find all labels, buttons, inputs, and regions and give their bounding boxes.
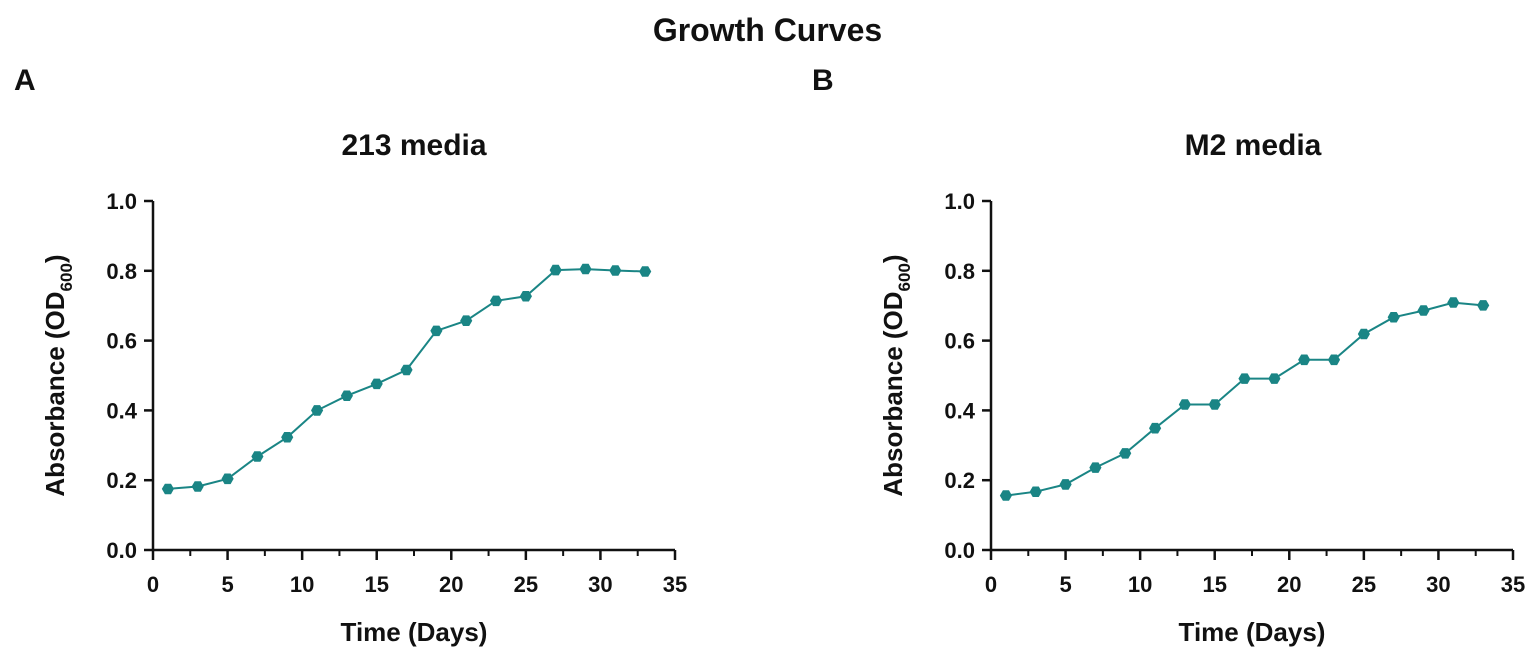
x-tick-label: 30 (1426, 572, 1450, 597)
plot-title: M2 media (1185, 129, 1322, 162)
series-line (1005, 301, 1484, 497)
x-tick-label: 25 (1352, 572, 1376, 597)
data-point (1357, 328, 1370, 340)
x-tick-label: 10 (1128, 572, 1152, 597)
data-point (1119, 448, 1132, 459)
x-tick-label: 35 (663, 572, 687, 597)
data-point (639, 266, 652, 277)
data-point (519, 291, 532, 302)
data-point (1238, 373, 1251, 384)
data-point (430, 325, 443, 337)
data-point (1089, 462, 1102, 473)
x-tick-label: 10 (290, 572, 314, 597)
y-axis-title: Absorbance (OD600) (878, 254, 914, 496)
y-tick-label: 0.4 (944, 398, 975, 423)
data-point (1268, 373, 1281, 384)
data-point (191, 481, 204, 492)
data-point (1387, 312, 1400, 323)
x-tick-label: 15 (364, 572, 388, 597)
y-axis-title-subscript: 600 (895, 263, 914, 291)
y-tick-label: 1.0 (944, 189, 975, 214)
y-tick-label: 0.4 (106, 398, 137, 423)
figure-title: Growth Curves (652, 12, 883, 48)
data-point (161, 483, 174, 495)
y-tick-label: 0.6 (944, 329, 975, 354)
x-tick-label: 0 (985, 572, 997, 597)
data-point (1029, 486, 1042, 497)
data-point (579, 263, 592, 275)
x-tick-label: 20 (1277, 572, 1301, 597)
y-axis-title-close: ) (40, 254, 70, 263)
data-point (609, 265, 622, 276)
data-point (370, 378, 383, 390)
x-tick-label: 0 (147, 572, 159, 597)
y-tick-label: 0.2 (944, 468, 975, 493)
data-point (1327, 354, 1341, 366)
data-point (1298, 354, 1311, 366)
x-tick-label: 15 (1202, 572, 1226, 597)
x-tick-label: 25 (514, 572, 538, 597)
data-point (221, 473, 234, 485)
y-axis-title-main: Absorbance (OD (878, 291, 908, 496)
y-tick-label: 0.8 (106, 259, 137, 284)
y-axis-title-main: Absorbance (OD (40, 291, 70, 496)
y-tick-label: 0.8 (944, 259, 975, 284)
data-point (311, 405, 324, 416)
data-point (1208, 399, 1221, 410)
data-point (281, 432, 294, 443)
data-point (999, 490, 1012, 501)
x-tick-label: 20 (439, 572, 463, 597)
y-tick-label: 0.2 (106, 468, 137, 493)
data-point (549, 264, 562, 276)
data-point (1059, 479, 1072, 490)
y-axis-title-subscript: 600 (57, 263, 76, 291)
data-point (400, 364, 413, 376)
x-tick-label: 30 (588, 572, 612, 597)
data-point (1477, 300, 1490, 311)
data-point (340, 390, 353, 401)
x-tick-label: 5 (1059, 572, 1071, 597)
data-point (460, 315, 473, 326)
x-tick-label: 35 (1501, 572, 1525, 597)
panel-letter-a: A (14, 64, 36, 97)
y-tick-label: 0.6 (106, 329, 137, 354)
y-tick-label: 0.0 (944, 538, 975, 563)
data-point (1178, 399, 1191, 410)
x-tick-label: 5 (221, 572, 233, 597)
data-point (1149, 422, 1162, 434)
y-axis-title-close: ) (878, 254, 908, 263)
y-tick-label: 0.0 (106, 538, 137, 563)
panel-letter-b: B (812, 64, 834, 97)
data-point (489, 295, 503, 307)
y-tick-label: 1.0 (106, 189, 137, 214)
data-point (251, 451, 264, 462)
data-point (1417, 305, 1430, 316)
y-axis-title: Absorbance (OD600) (40, 254, 76, 496)
plot-title: 213 media (341, 129, 486, 162)
x-axis-title: Time (Days) (341, 617, 488, 647)
x-axis-title: Time (Days) (1179, 617, 1326, 647)
data-point (1447, 297, 1460, 308)
